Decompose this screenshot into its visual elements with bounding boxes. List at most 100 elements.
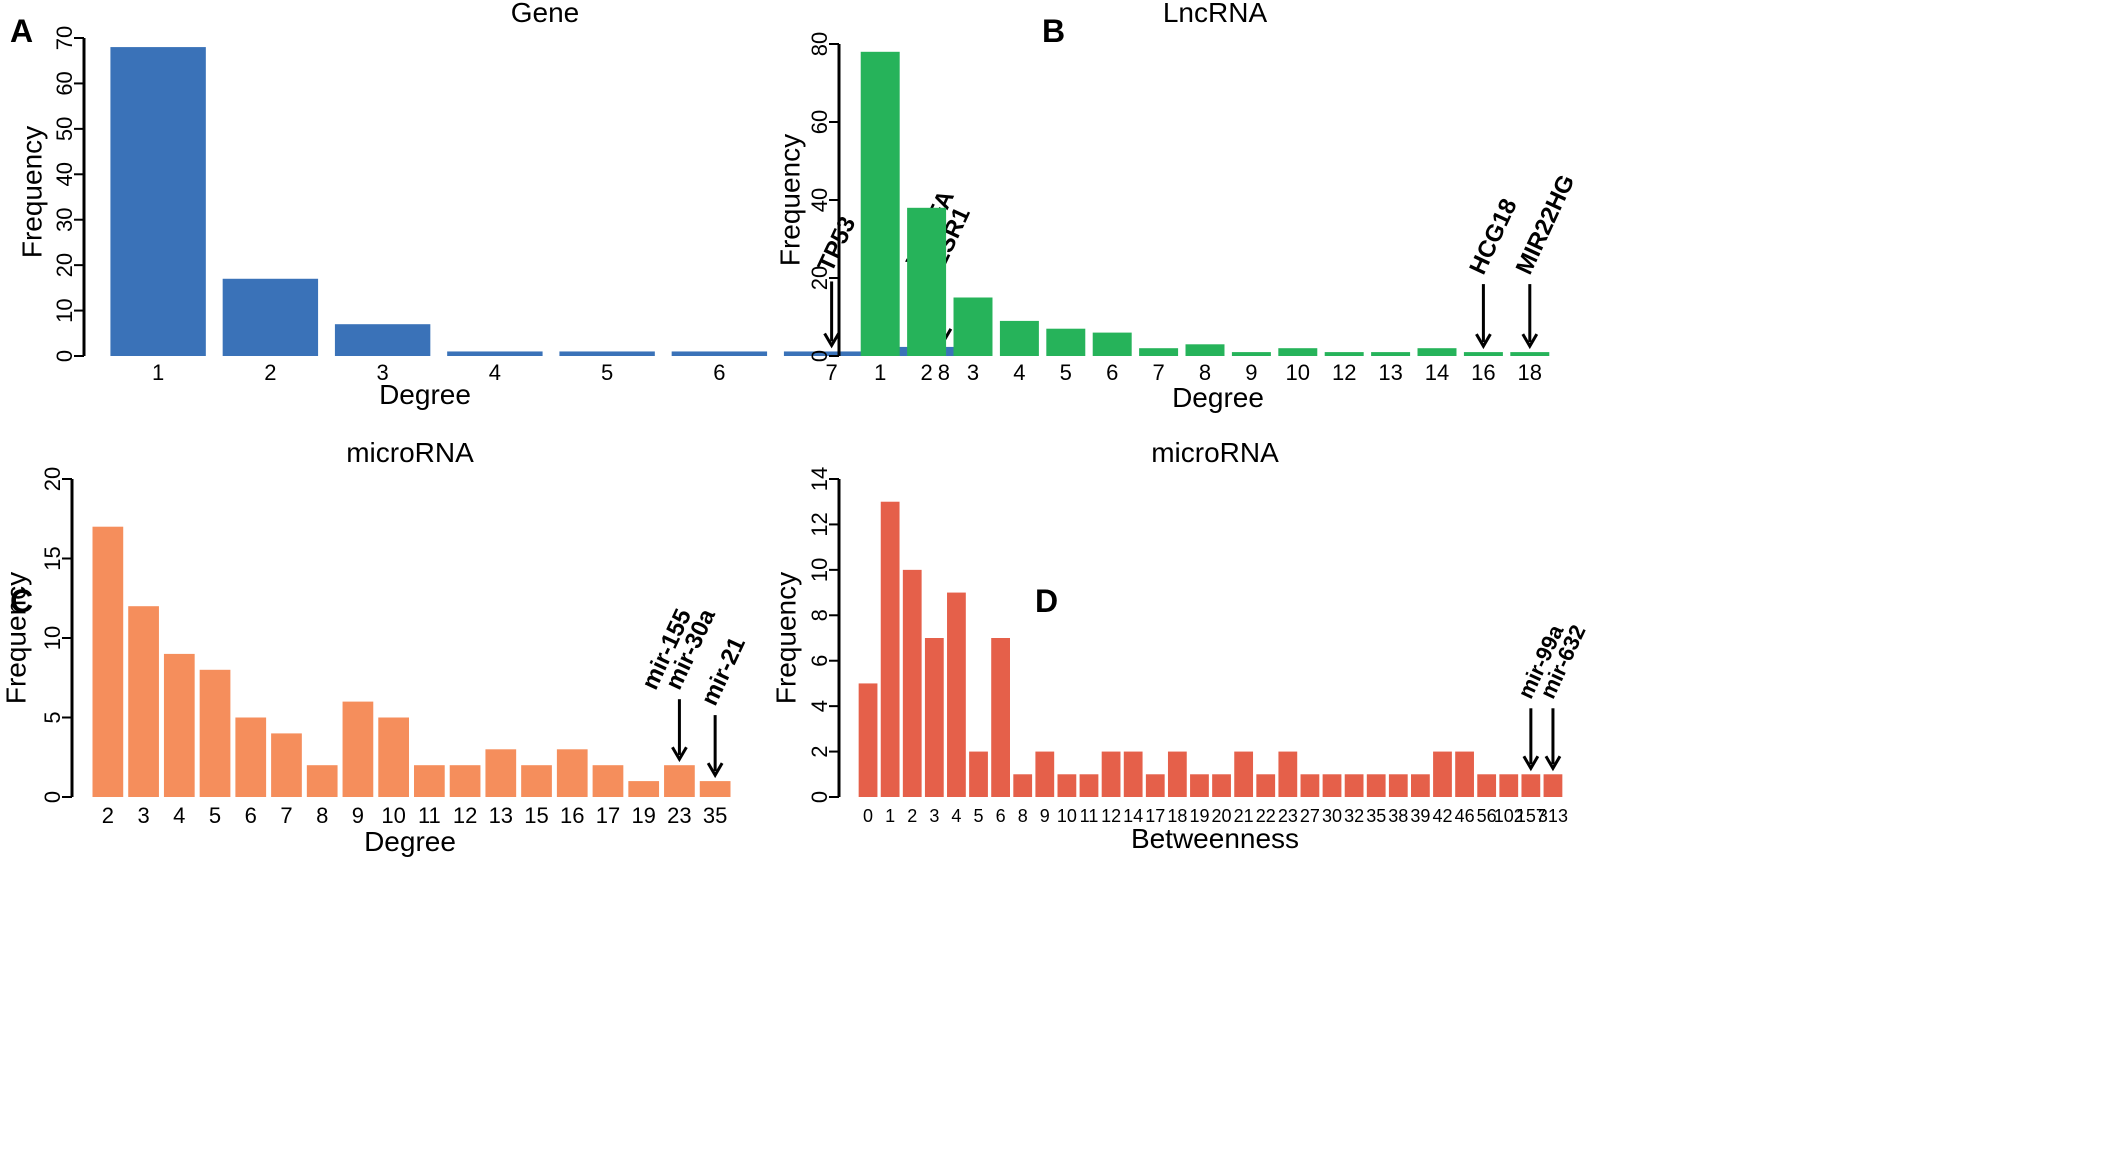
x-tick-label: 16 <box>560 803 584 828</box>
y-tick-label: 80 <box>807 32 832 56</box>
chart-title: Gene <box>511 0 580 28</box>
y-tick-label: 2 <box>807 745 832 757</box>
x-tick-label: 11 <box>1080 806 1099 826</box>
annotation-label: MIR22HG <box>1511 171 1581 279</box>
x-tick-label: 0 <box>863 806 873 826</box>
x-tick-label: 12 <box>1101 806 1121 826</box>
x-tick-label: 9 <box>352 803 364 828</box>
x-tick-label: 42 <box>1432 806 1452 826</box>
x-tick-label: 21 <box>1234 806 1254 826</box>
bar-0 <box>858 683 878 797</box>
bar-2 <box>92 526 124 797</box>
x-tick-label: 7 <box>1152 360 1164 385</box>
bar-13 <box>485 749 517 797</box>
bar-5 <box>199 669 231 797</box>
bar-5 <box>559 351 655 356</box>
x-tick-label: 16 <box>1471 360 1495 385</box>
bar-12 <box>449 765 481 797</box>
bar-10 <box>1057 774 1077 797</box>
y-tick-label: 10 <box>40 626 65 650</box>
x-tick-label: 1 <box>885 806 895 826</box>
y-tick-label: 4 <box>807 700 832 712</box>
x-tick-label: 19 <box>631 803 655 828</box>
y-axis-label: Frequency <box>774 134 805 266</box>
bar-23 <box>664 765 695 797</box>
x-tick-label: 12 <box>453 803 477 828</box>
y-tick-label: 0 <box>807 350 832 362</box>
y-tick-label: 60 <box>52 71 77 95</box>
x-axis-label: Degree <box>379 379 471 410</box>
annotation-35: mir-21 <box>696 633 751 779</box>
bar-2 <box>222 278 319 356</box>
y-tick-label: 20 <box>52 253 77 277</box>
bar-11 <box>414 765 445 797</box>
bar-17 <box>592 765 624 797</box>
arrow-head <box>1522 755 1540 772</box>
x-tick-label: 313 <box>1538 806 1568 826</box>
x-tick-label: 157 <box>1516 806 1546 826</box>
bar-157 <box>1521 774 1541 797</box>
bar-5 <box>969 751 988 797</box>
x-tick-label: 39 <box>1410 806 1430 826</box>
x-axis-label: Degree <box>1172 382 1264 413</box>
bar-8 <box>1185 344 1225 356</box>
x-tick-label: 5 <box>974 806 984 826</box>
x-tick-label: 5 <box>1060 360 1072 385</box>
x-tick-label: 23 <box>1278 806 1298 826</box>
bar-6 <box>1092 332 1132 356</box>
arrow-head <box>1521 333 1539 350</box>
bar-16 <box>1463 352 1503 356</box>
x-tick-label: 6 <box>1106 360 1118 385</box>
x-tick-label: 18 <box>1167 806 1187 826</box>
bar-15 <box>521 765 552 797</box>
x-tick-label: 2 <box>102 803 114 828</box>
bar-7 <box>1139 348 1179 356</box>
bar-39 <box>1411 774 1430 797</box>
y-tick-label: 15 <box>40 546 65 570</box>
chart-title: microRNA <box>346 437 474 468</box>
chart-title: microRNA <box>1151 437 1279 468</box>
bar-42 <box>1433 751 1452 797</box>
x-tick-label: 4 <box>1013 360 1025 385</box>
y-tick-label: 0 <box>52 350 77 362</box>
bar-6 <box>671 351 768 356</box>
bar-38 <box>1388 774 1408 797</box>
bar-35 <box>1366 774 1386 797</box>
x-tick-label: 9 <box>1040 806 1050 826</box>
bar-3 <box>924 638 944 797</box>
x-tick-label: 10 <box>1286 360 1310 385</box>
x-axis-label: Degree <box>364 826 456 857</box>
y-tick-label: 0 <box>40 791 65 803</box>
x-tick-label: 32 <box>1344 806 1364 826</box>
x-tick-label: 30 <box>1322 806 1342 826</box>
bar-13 <box>1371 352 1411 356</box>
x-tick-label: 3 <box>929 806 939 826</box>
arrow-head <box>1475 333 1492 350</box>
x-tick-label: 8 <box>1018 806 1028 826</box>
bar-2 <box>907 207 947 356</box>
bar-4 <box>447 351 543 356</box>
x-tick-label: 9 <box>1245 360 1257 385</box>
bar-3 <box>953 297 993 356</box>
bar-6 <box>991 638 1010 797</box>
x-tick-label: 13 <box>489 803 513 828</box>
x-tick-label: 17 <box>596 803 620 828</box>
x-tick-label: 7 <box>280 803 292 828</box>
bar-7 <box>783 351 880 356</box>
bar-22 <box>1256 774 1276 797</box>
y-tick-label: 5 <box>40 711 65 723</box>
x-tick-label: 35 <box>703 803 727 828</box>
x-tick-label: 14 <box>1123 806 1143 826</box>
annotation-18: MIR22HG <box>1511 171 1581 350</box>
panel-letter-b: B <box>1042 13 1065 49</box>
bar-12 <box>1101 751 1121 797</box>
x-tick-label: 13 <box>1378 360 1402 385</box>
bar-9 <box>342 701 374 797</box>
bar-10 <box>378 717 409 797</box>
y-tick-label: 70 <box>52 26 77 50</box>
bar-5 <box>1046 328 1086 356</box>
bar-9 <box>1035 751 1055 797</box>
